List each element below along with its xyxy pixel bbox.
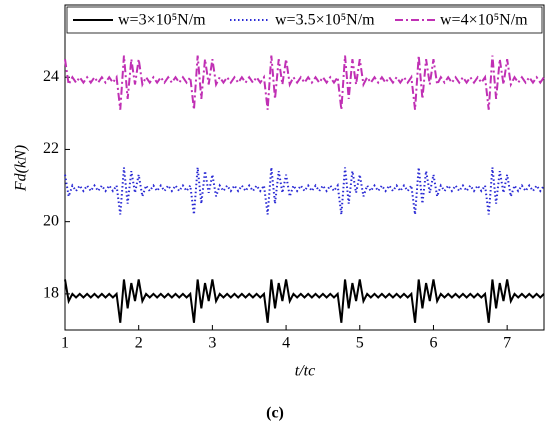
- legend-label: w=3×10⁵N/m: [118, 12, 206, 29]
- legend-label: w=3.5×10⁵N/m: [275, 12, 375, 29]
- series-line: [64, 279, 545, 323]
- series-line: [64, 55, 545, 110]
- x-axis-label: t/tc: [295, 363, 315, 380]
- series-line: [64, 167, 545, 215]
- legend-label: w=4×10⁵N/m: [440, 12, 528, 29]
- x-tick-label: 6: [429, 335, 437, 352]
- y-tick-label: 22: [43, 140, 59, 157]
- x-tick-label: 3: [208, 335, 216, 352]
- plot-frame: [64, 4, 545, 331]
- legend-box: [66, 6, 543, 34]
- x-tick-label: 7: [503, 335, 511, 352]
- x-tick-label: 2: [135, 335, 143, 352]
- y-tick-label: 18: [43, 285, 59, 302]
- y-tick-label: 24: [43, 68, 59, 85]
- x-tick-label: 5: [356, 335, 364, 352]
- x-tick-label: 4: [282, 335, 290, 352]
- y-axis-label: Fd(kN): [13, 145, 30, 192]
- y-tick-label: 20: [43, 212, 59, 229]
- caption: (c): [266, 405, 284, 422]
- x-tick-label: 1: [61, 335, 69, 352]
